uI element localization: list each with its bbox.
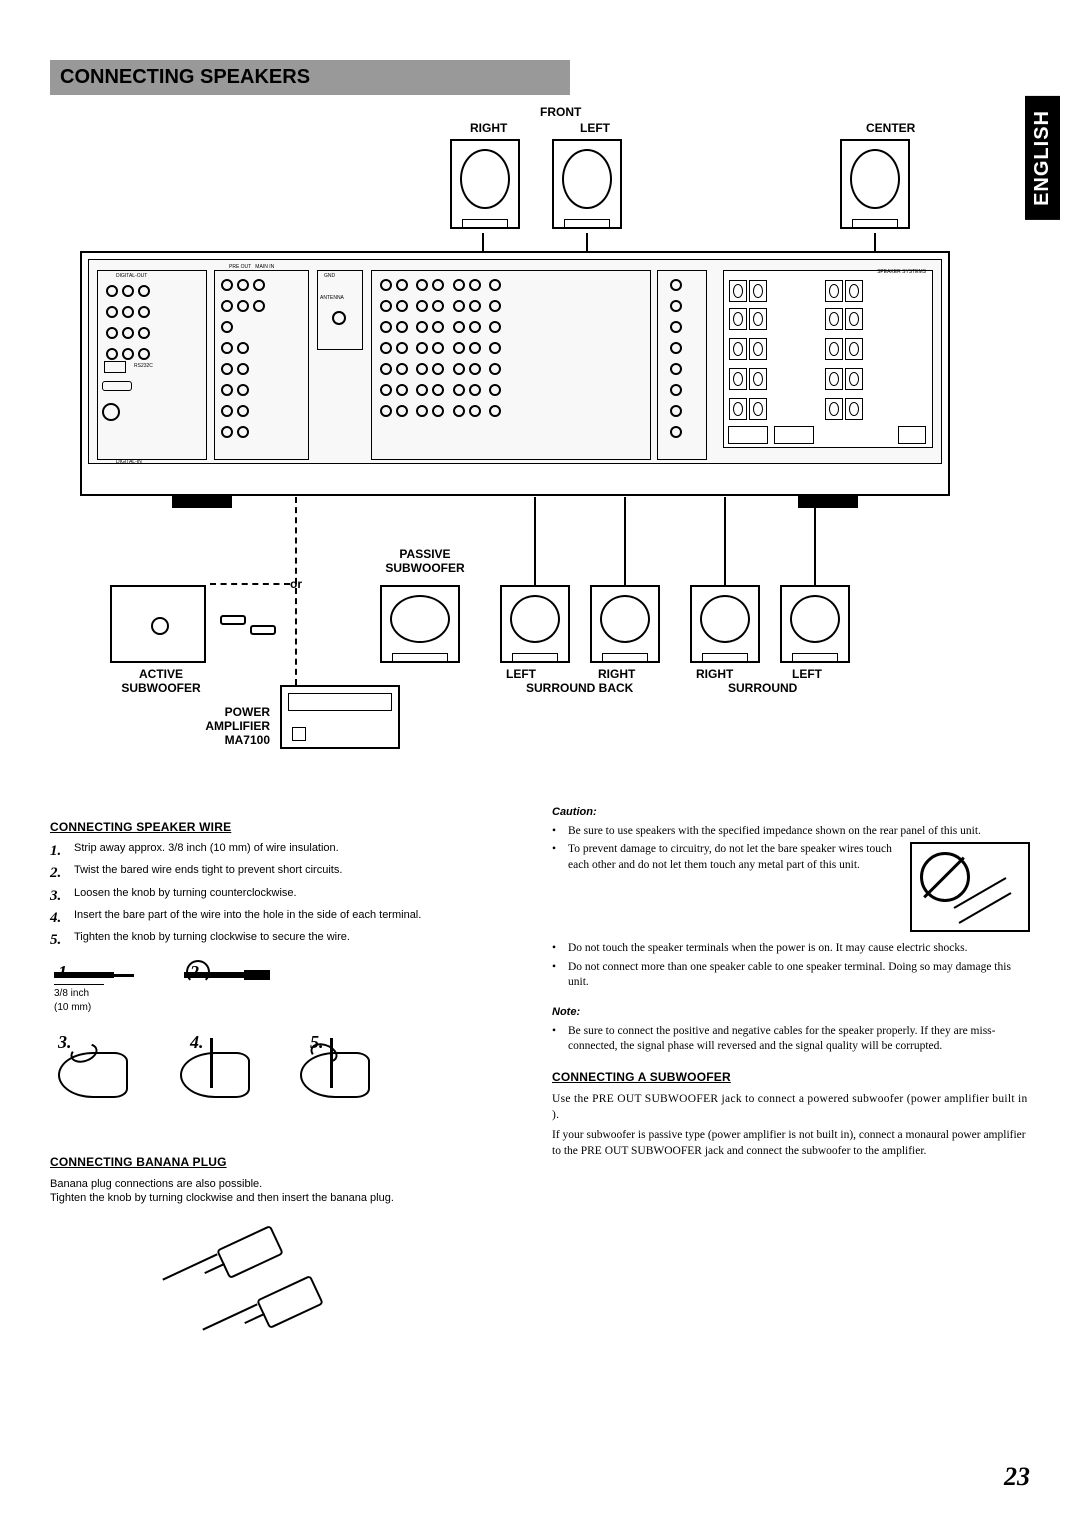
subwoofer-text-2: If your subwoofer is passive type (power…	[552, 1127, 1030, 1159]
step-5: 5.Tighten the knob by turning clockwise …	[50, 930, 528, 950]
left-column: CONNECTING SPEAKER WIRE 1.Strip away app…	[50, 805, 528, 1376]
text-columns: CONNECTING SPEAKER WIRE 1.Strip away app…	[50, 805, 1030, 1376]
banana-diagram	[50, 1216, 528, 1376]
section-header: CONNECTING SPEAKERS	[50, 60, 570, 95]
connection-diagram: FRONT RIGHT LEFT CENTER DIGITAL-OUT RS23…	[50, 105, 1030, 785]
label-sb-right: RIGHT	[598, 667, 635, 681]
speaker-terminals: SPEAKER SYSTEMS	[723, 270, 933, 448]
speaker-surr-back-left	[500, 585, 570, 663]
heading-subwoofer: CONNECTING A SUBWOOFER	[552, 1069, 1030, 1085]
note-item-1: •Be sure to connect the positive and neg…	[552, 1024, 1030, 1055]
label-front-right: RIGHT	[470, 121, 507, 135]
step-2: 2.Twist the bared wire ends tight to pre…	[50, 863, 528, 883]
label-surr-left: LEFT	[792, 667, 822, 681]
rear-panel: DIGITAL-OUT RS232C DIGITAL-IN PRE OUT MA…	[80, 251, 950, 496]
speaker-active-sub	[110, 585, 206, 663]
speaker-wire-steps: 1.Strip away approx. 3/8 inch (10 mm) of…	[50, 841, 528, 950]
speaker-surr-back-right	[590, 585, 660, 663]
page-number: 23	[1004, 1462, 1030, 1492]
speaker-front-right	[450, 139, 520, 229]
label-center: CENTER	[866, 121, 915, 135]
step-3: 3.Loosen the knob by turning countercloc…	[50, 886, 528, 906]
heading-speaker-wire: CONNECTING SPEAKER WIRE	[50, 819, 528, 835]
label-surround-back: SURROUND BACK	[526, 681, 633, 695]
caution-item-4: •Do not connect more than one speaker ca…	[552, 960, 1030, 991]
note-heading: Note:	[552, 1005, 1030, 1020]
label-active-sub: ACTIVE SUBWOOFER	[116, 667, 206, 695]
speaker-front-left	[552, 139, 622, 229]
speaker-surr-left	[780, 585, 850, 663]
label-front-left: LEFT	[580, 121, 610, 135]
right-column: Caution: •Be sure to use speakers with t…	[552, 805, 1030, 1376]
diagram-step-3: 3.	[58, 1030, 72, 1054]
caution-heading: Caution:	[552, 805, 1030, 820]
measurement-label: 3/8 inch (10 mm)	[54, 984, 104, 1014]
banana-text-2: Tighten the knob by turning clockwise an…	[50, 1191, 528, 1206]
prohibit-icon	[910, 842, 1030, 932]
label-front: FRONT	[540, 105, 581, 119]
step-1: 1.Strip away approx. 3/8 inch (10 mm) of…	[50, 841, 528, 861]
label-surround: SURROUND	[728, 681, 797, 695]
wire-step-diagrams: 1. 3/8 inch (10 mm) 2. 3. 4. 5.	[50, 960, 528, 1140]
language-tab: ENGLISH	[1025, 96, 1060, 220]
caution-item-3: •Do not touch the speaker terminals when…	[552, 941, 1030, 957]
heading-banana: CONNECTING BANANA PLUG	[50, 1154, 528, 1170]
caution-item-1: •Be sure to use speakers with the specif…	[552, 824, 1030, 840]
step-4: 4.Insert the bare part of the wire into …	[50, 908, 528, 928]
caution-list: •Be sure to use speakers with the specif…	[552, 824, 1030, 991]
label-surr-right: RIGHT	[696, 667, 733, 681]
speaker-surr-right	[690, 585, 760, 663]
subwoofer-text-1: Use the PRE OUT SUBWOOFER jack to connec…	[552, 1091, 1030, 1123]
caution-item-2: • To prevent damage to circuitry, do not…	[552, 842, 1030, 938]
label-power-amp: POWER AMPLIFIER MA7100	[180, 705, 270, 747]
note-list: •Be sure to connect the positive and neg…	[552, 1024, 1030, 1055]
power-amplifier	[280, 685, 400, 749]
speaker-center	[840, 139, 910, 229]
label-sb-left: LEFT	[506, 667, 536, 681]
diagram-step-4: 4.	[190, 1030, 204, 1054]
banana-text-1: Banana plug connections are also possibl…	[50, 1177, 528, 1192]
label-passive-sub: PASSIVE SUBWOOFER	[370, 547, 480, 575]
speaker-passive-sub	[380, 585, 460, 663]
